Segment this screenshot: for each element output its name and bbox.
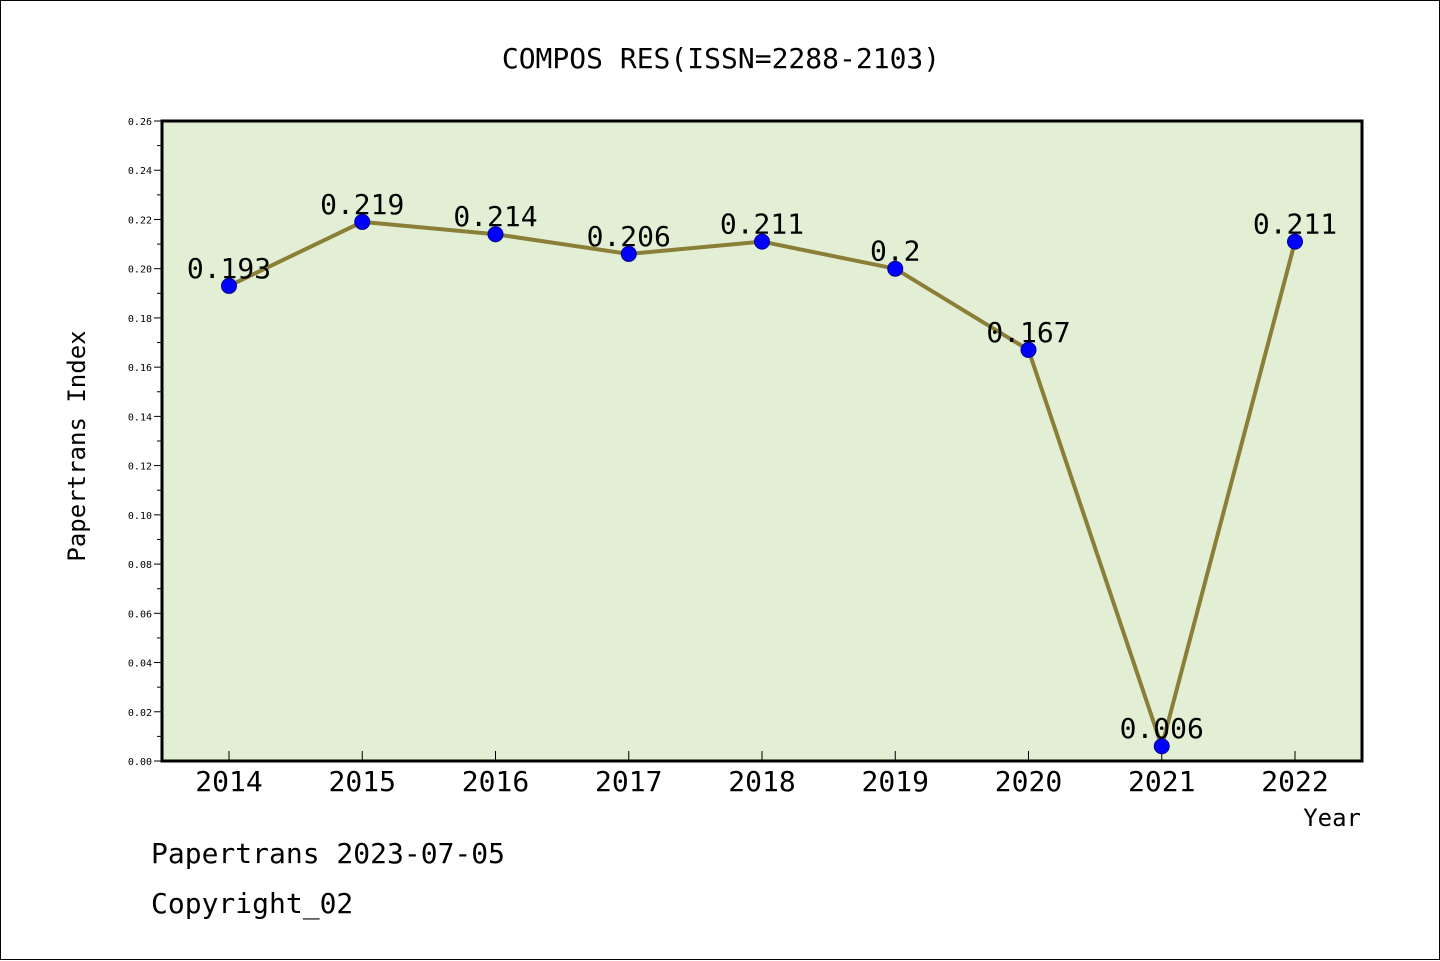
y-axis: 0.00 0.02 0.04 0.06 0.08 0.10 0.12 0.14 0.16 0.18… bbox=[128, 117, 162, 768]
y-tick-label: 0.16 bbox=[128, 363, 152, 374]
y-tick-label: 0.12 bbox=[128, 462, 152, 473]
x-tick-label: 2022 bbox=[1261, 765, 1328, 798]
data-point bbox=[887, 260, 904, 277]
data-point bbox=[1153, 738, 1170, 755]
footer-copyright: Copyright_02 bbox=[151, 887, 354, 920]
data-label: 0.214 bbox=[453, 200, 537, 233]
x-tick-label: 2020 bbox=[995, 765, 1062, 798]
y-tick-label: 0.08 bbox=[128, 560, 152, 571]
y-tick-label: 0.04 bbox=[128, 659, 152, 670]
x-tick-label: 2014 bbox=[195, 765, 262, 798]
y-tick-label: 0.20 bbox=[128, 265, 152, 276]
data-label: 0.2 bbox=[870, 235, 921, 268]
data-label: 0.167 bbox=[986, 316, 1070, 349]
y-tick-label: 0.24 bbox=[128, 166, 152, 177]
data-point bbox=[354, 213, 371, 230]
x-tick-label: 2016 bbox=[462, 765, 529, 798]
data-label: 0.211 bbox=[1253, 208, 1337, 241]
x-tick-label: 2015 bbox=[329, 765, 396, 798]
y-tick-label: 0.18 bbox=[128, 314, 152, 325]
x-tick-label: 2021 bbox=[1128, 765, 1195, 798]
y-tick-label: 0.10 bbox=[128, 511, 152, 522]
data-label: 0.211 bbox=[720, 208, 804, 241]
y-tick-label: 0.06 bbox=[128, 609, 152, 620]
data-point bbox=[754, 233, 770, 250]
x-axis-label: Year bbox=[1303, 804, 1361, 832]
data-point bbox=[221, 277, 237, 294]
x-tick-label: 2017 bbox=[595, 765, 662, 798]
data-point bbox=[1287, 233, 1303, 250]
data-point bbox=[620, 245, 637, 262]
y-tick-label: 0.26 bbox=[128, 117, 152, 128]
y-tick-label: 0.14 bbox=[128, 412, 152, 423]
x-axis: 2014 2015 2016 2017 2018 2019 2020 2021 2022 bbox=[195, 751, 1329, 798]
data-point bbox=[487, 226, 504, 243]
data-label: 0.193 bbox=[187, 252, 271, 285]
x-tick-label: 2019 bbox=[862, 765, 929, 798]
y-tick-label: 0.22 bbox=[128, 215, 152, 226]
data-label: 0.006 bbox=[1120, 712, 1204, 745]
footer-date: Papertrans 2023-07-05 bbox=[151, 837, 506, 870]
data-label: 0.219 bbox=[320, 188, 404, 221]
x-tick-label: 2018 bbox=[728, 765, 795, 798]
y-tick-label: 0.02 bbox=[128, 708, 152, 719]
data-label: 0.206 bbox=[587, 220, 671, 253]
chart-title: COMPOS RES(ISSN=2288-2103) bbox=[502, 42, 940, 75]
data-point bbox=[1020, 341, 1037, 358]
series-line-group: 0.193 0.219 0.214 0.206 0.211 0.2 0.167 0.006 0.… bbox=[187, 188, 1337, 755]
y-tick-label: 0.00 bbox=[128, 757, 152, 768]
y-axis-label: Papertrans Index bbox=[63, 330, 91, 561]
